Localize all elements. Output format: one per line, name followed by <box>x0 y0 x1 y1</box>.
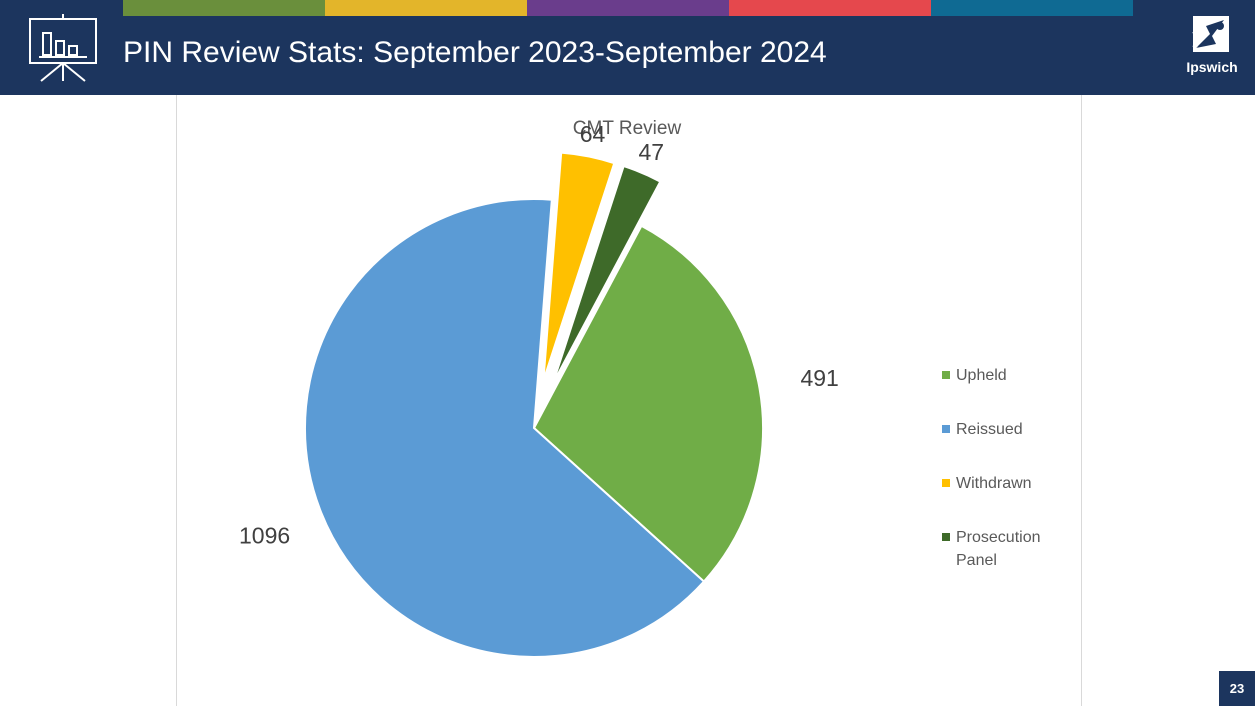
legend-swatch-reissued <box>942 425 950 433</box>
data-label-withdrawn: 64 <box>580 121 606 147</box>
legend-swatch-withdrawn <box>942 479 950 487</box>
presentation-chart-icon <box>29 14 97 82</box>
stripe-3 <box>527 0 729 16</box>
chart-area: CMT Review 491 1096 64 47 Upheld Reissued Wit… <box>176 95 1082 706</box>
chart-title: CMT Review <box>573 118 682 139</box>
logo-text: Ipswich <box>1186 59 1238 75</box>
stripe-4 <box>729 0 931 16</box>
data-label-upheld: 491 <box>800 365 838 391</box>
data-label-reissued: 1096 <box>239 522 290 548</box>
stripe-5 <box>931 0 1133 16</box>
pie-chart: CMT Review 491 1096 64 47 Upheld Reissued Wit… <box>239 118 1041 658</box>
slide-header: PIN Review Stats: September 2023-Septemb… <box>0 0 1255 95</box>
legend-label-withdrawn: Withdrawn <box>956 475 1032 492</box>
city-logo: Ipswich <box>1176 14 1248 80</box>
pie-slice-reissued <box>304 198 706 658</box>
legend-label-reissued: Reissued <box>956 421 1023 438</box>
ipswich-logo-icon <box>1193 16 1229 52</box>
legend-label-upheld: Upheld <box>956 367 1007 384</box>
data-label-prosecution-panel: 47 <box>639 139 665 165</box>
pie-slice-prosecution-panel <box>551 164 662 385</box>
stripe-1 <box>123 0 325 16</box>
legend-swatch-upheld <box>942 371 950 379</box>
color-stripes <box>123 0 1133 16</box>
stripe-2 <box>325 0 527 16</box>
logo-small-text: City of <box>1193 32 1200 52</box>
page-number: 23 <box>1219 671 1255 706</box>
legend-label-prosecution-panel: Prosecution Panel <box>956 529 1041 569</box>
page-title: PIN Review Stats: September 2023-Septemb… <box>123 36 827 69</box>
pie-slice-upheld <box>532 224 764 583</box>
legend-swatch-prosecution-panel <box>942 533 950 541</box>
pie-slice-withdrawn <box>542 151 616 382</box>
